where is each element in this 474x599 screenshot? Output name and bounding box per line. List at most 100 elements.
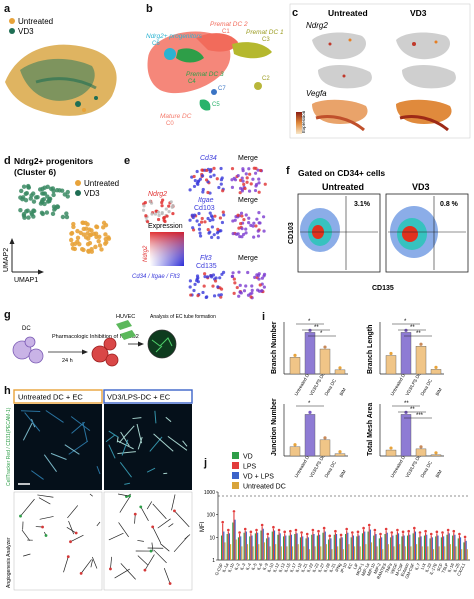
mesh-segment xyxy=(153,549,167,564)
bar xyxy=(233,512,235,560)
x-tick-label: IL-28 xyxy=(322,562,331,573)
bar xyxy=(466,549,468,560)
data-point xyxy=(283,530,286,534)
x-tick-label: IL-23 xyxy=(311,562,320,573)
expression-colorbar-label: Expression xyxy=(301,110,306,133)
cluster-c2 xyxy=(254,82,262,90)
cell-point xyxy=(210,225,214,229)
cell-point xyxy=(240,189,244,193)
mesh-segment xyxy=(146,501,153,510)
cell-point xyxy=(230,178,234,182)
cell-point xyxy=(213,214,217,218)
junction-node xyxy=(128,494,131,498)
panel-f: f Gated on CD34+ cells Untreated VD3 3.1… xyxy=(286,165,469,292)
mesh-segment xyxy=(118,522,129,538)
bar xyxy=(316,535,318,560)
cell-point xyxy=(217,185,221,190)
cell-point xyxy=(216,235,220,240)
cell-point xyxy=(252,235,256,239)
cell-point xyxy=(208,211,212,215)
bar xyxy=(289,357,301,375)
replicate-point xyxy=(389,351,393,356)
bar xyxy=(241,546,243,560)
bar xyxy=(358,535,360,560)
x-tick-label: TSLP xyxy=(440,562,449,574)
replicate-point xyxy=(419,342,423,346)
cell-point xyxy=(218,276,222,280)
expression-colorbar xyxy=(296,112,302,134)
cell-point xyxy=(256,229,260,233)
cell-point xyxy=(210,215,214,219)
panel-d: d Ndrg2+ progenitors (Cluster 6) Untreat… xyxy=(3,155,119,284)
bar xyxy=(299,537,302,560)
bar xyxy=(354,546,356,560)
expression-colormap-overlay xyxy=(150,232,184,266)
tube-segment xyxy=(24,412,41,432)
mesh-segment xyxy=(70,534,84,543)
cell-point xyxy=(244,284,248,288)
cell-point xyxy=(247,216,251,220)
tube-network xyxy=(151,337,173,353)
bar xyxy=(313,534,315,560)
cell-point xyxy=(42,185,47,190)
bar xyxy=(392,535,394,560)
data-point xyxy=(452,529,456,533)
cell-point xyxy=(236,174,240,178)
arrow-icon xyxy=(138,341,144,347)
cell-point xyxy=(188,285,192,289)
cell-point xyxy=(212,294,217,298)
data-point xyxy=(339,533,343,537)
bar xyxy=(449,544,451,560)
bar xyxy=(228,533,231,560)
huvec-icon xyxy=(116,320,136,340)
cell-point xyxy=(260,276,264,280)
cell-point xyxy=(50,211,56,217)
replicate-point xyxy=(338,450,342,454)
bar xyxy=(306,535,308,560)
legend-vd3-label: VD3 xyxy=(18,27,34,36)
replicate-point xyxy=(323,436,327,440)
data-point xyxy=(413,526,416,530)
mesh-segment xyxy=(110,556,112,569)
bar xyxy=(365,544,367,560)
cell-point xyxy=(250,288,254,293)
bar xyxy=(333,534,335,560)
y-tick-label: 1000 xyxy=(204,490,215,496)
cell-point xyxy=(201,187,205,192)
bar xyxy=(319,348,331,375)
tube-segment xyxy=(64,444,80,455)
cell-point xyxy=(188,218,192,222)
bar xyxy=(430,369,442,375)
cell-point xyxy=(222,213,226,217)
bar xyxy=(221,535,223,560)
junction-node xyxy=(133,512,137,516)
cell-point xyxy=(257,190,261,194)
g-analysis-label: Analysis of EC tube formation xyxy=(150,314,216,320)
arrowhead-icon xyxy=(38,269,44,275)
data-point xyxy=(221,520,224,524)
cell-point xyxy=(201,290,205,295)
tube-segment xyxy=(108,430,119,438)
tube-segment xyxy=(137,436,143,450)
x-tick-label: SCF xyxy=(436,562,444,572)
cell-point xyxy=(257,177,261,181)
cell-point xyxy=(231,219,235,223)
tube-segment xyxy=(116,437,119,443)
bar xyxy=(284,533,286,560)
cell-point xyxy=(211,218,215,222)
cell-point xyxy=(195,279,199,283)
x-tick-label: MIP-1b xyxy=(366,562,377,577)
legend-untreated-label: Untreated xyxy=(84,179,119,188)
data-point xyxy=(401,530,405,534)
cell-point xyxy=(163,219,167,224)
replicate-point xyxy=(308,328,312,332)
col-untreated: Untreated xyxy=(328,8,368,18)
bar xyxy=(341,537,343,560)
x-tick-label: MIP-1a xyxy=(360,562,371,577)
cell-point xyxy=(219,182,223,186)
cell-point xyxy=(239,178,243,182)
bar xyxy=(403,535,405,560)
cell-point xyxy=(253,171,258,175)
significance-label: * xyxy=(308,319,311,325)
bar xyxy=(438,546,440,560)
